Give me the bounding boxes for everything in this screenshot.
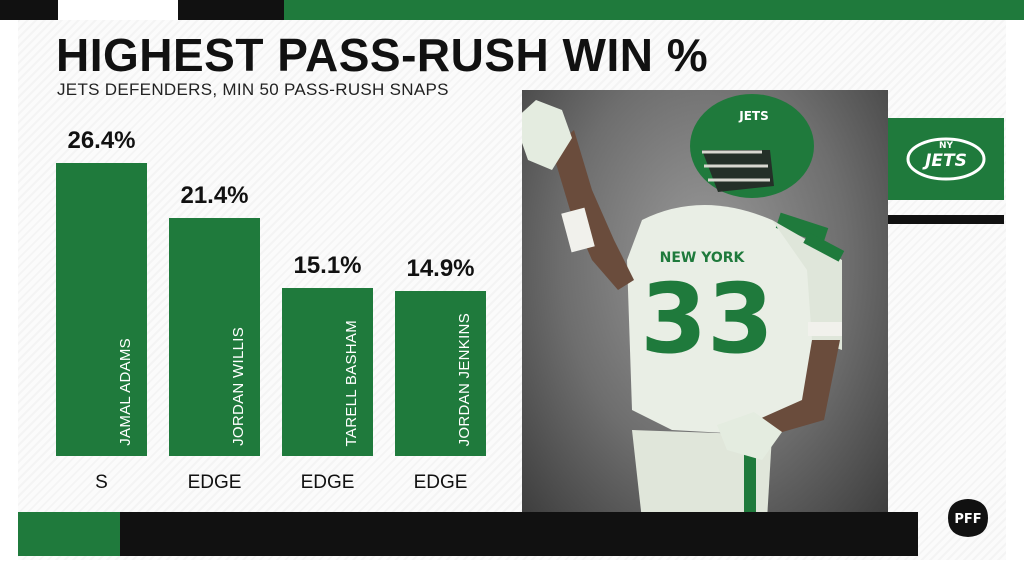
bar-player-name: JAMAL ADAMS [117, 338, 134, 446]
bottom-bar-black [120, 512, 918, 556]
bar-1 [169, 218, 260, 456]
bar-value-label: 26.4% [67, 127, 136, 154]
logo-wordmark: JETS [922, 151, 967, 171]
pff-text: PFF [954, 512, 981, 527]
logo-letters: NY [939, 141, 954, 151]
bar-position-label: EDGE [300, 472, 355, 493]
player-photo: 33 NEW YORK JETS [522, 90, 888, 520]
bar-value-label: 21.4% [180, 182, 249, 209]
chart-subtitle: JETS DEFENDERS, MIN 50 PASS-RUSH SNAPS [57, 80, 449, 99]
bar-position-label: EDGE [413, 472, 468, 493]
bar-player-name: JORDAN JENKINS [456, 312, 473, 446]
chart-title: HIGHEST PASS-RUSH WIN % [56, 29, 709, 81]
bar-player-name: TARELL BASHAM [343, 319, 360, 446]
bar-value-label: 14.9% [406, 255, 475, 282]
bar-position-label: S [95, 472, 108, 493]
bar-player-name: JORDAN WILLIS [230, 327, 247, 446]
player-illustration: 33 NEW YORK JETS [522, 94, 845, 520]
team-logo-box: JETS NY [888, 118, 1004, 200]
bar-2 [282, 288, 373, 456]
helmet-text: JETS [738, 109, 769, 123]
bar-value-label: 15.1% [293, 252, 362, 279]
top-bar-green [284, 0, 1024, 20]
jersey-text: NEW YORK [660, 250, 746, 266]
jersey-number: 33 [640, 263, 774, 375]
bar-0 [56, 163, 147, 456]
right-accent-line [888, 215, 1004, 224]
pff-logo: PFF [944, 496, 992, 540]
bar-position-label: EDGE [187, 472, 242, 493]
top-bar-middle [178, 0, 284, 20]
jets-logo-icon: JETS NY [906, 137, 986, 181]
pff-logo-icon: PFF [948, 499, 988, 537]
bar-3 [395, 291, 486, 456]
bottom-bar-green [18, 512, 120, 556]
top-bar-left [0, 0, 58, 20]
